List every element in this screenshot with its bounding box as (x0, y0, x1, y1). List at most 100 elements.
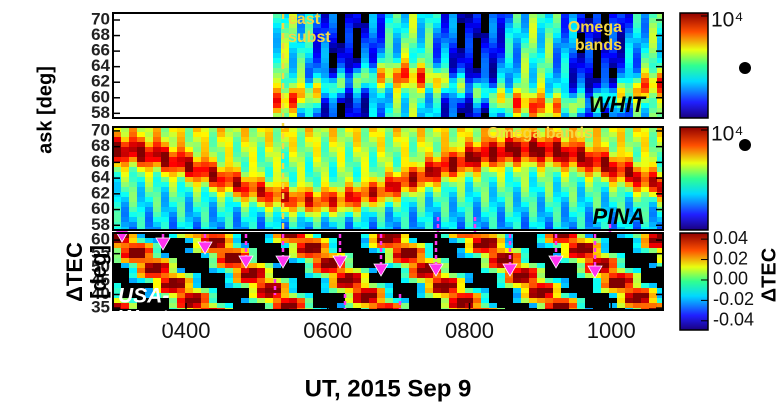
heatmap-cell (537, 263, 546, 269)
heatmap-cell (481, 253, 490, 259)
heatmap-cell (569, 98, 578, 104)
heatmap-cell (249, 283, 258, 289)
heatmap-cell (441, 108, 450, 114)
heatmap-cell (113, 147, 122, 153)
heatmap-cell (257, 238, 266, 244)
heatmap-cell (617, 298, 626, 304)
heatmap-cell (545, 18, 554, 24)
heatmap-cell (513, 207, 522, 213)
heatmap-cell (449, 147, 458, 153)
heatmap-cell (473, 202, 482, 208)
heatmap-cell (209, 172, 218, 178)
heatmap-cell (513, 152, 522, 158)
heatmap-cell (441, 243, 450, 249)
heatmap-cell (633, 68, 642, 74)
heatmap-cell (361, 217, 370, 223)
heatmap-cell (417, 263, 426, 269)
heatmap-cell (161, 258, 170, 264)
heatmap-cell (617, 58, 626, 64)
heatmap-cell (129, 177, 138, 183)
heatmap-cell (313, 238, 322, 244)
heatmap-cell (457, 192, 466, 198)
heatmap-cell (401, 162, 410, 168)
heatmap-cell (609, 253, 618, 259)
heatmap-cell (497, 108, 506, 114)
heatmap-cell (425, 108, 434, 114)
heatmap-cell (465, 38, 474, 44)
heatmap-cell (321, 23, 330, 29)
heatmap-cell (417, 197, 426, 203)
heatmap-cell (369, 83, 378, 89)
heatmap-cell (321, 58, 330, 64)
heatmap-cell (577, 73, 586, 79)
heatmap-cell (457, 182, 466, 188)
heatmap-cell (417, 293, 426, 299)
heatmap-cell (209, 137, 218, 143)
heatmap-cell (601, 293, 610, 299)
heatmap-cell (361, 253, 370, 259)
heatmap-cell (577, 253, 586, 259)
heatmap-cell (385, 202, 394, 208)
heatmap-cell (369, 78, 378, 84)
heatmap-cell (537, 162, 546, 168)
heatmap-cell (249, 212, 258, 218)
heatmap-cell (481, 268, 490, 274)
heatmap-cell (361, 268, 370, 274)
heatmap-cell (273, 157, 282, 163)
heatmap-cell (585, 253, 594, 259)
heatmap-cell (121, 187, 130, 193)
heatmap-cell (409, 278, 418, 284)
heatmap-cell (305, 258, 314, 264)
heatmap-cell (297, 68, 306, 74)
heatmap-cell (601, 167, 610, 173)
heatmap-cell (433, 303, 442, 309)
heatmap-cell (513, 147, 522, 153)
heatmap-cell (537, 248, 546, 254)
heatmap-cell (329, 243, 338, 249)
heatmap-cell (545, 172, 554, 178)
heatmap-cell (121, 217, 130, 223)
heatmap-cell (553, 298, 562, 304)
heatmap-cell (441, 298, 450, 304)
heatmap-cell (289, 278, 298, 284)
heatmap-cell (657, 28, 666, 34)
heatmap-cell (649, 23, 658, 29)
heatmap-cell (641, 23, 650, 29)
heatmap-cell (353, 108, 362, 114)
heatmap-cell (409, 288, 418, 294)
heatmap-cell (625, 43, 634, 49)
heatmap-cell (633, 273, 642, 279)
heatmap-cell (249, 132, 258, 138)
heatmap-cell (321, 18, 330, 24)
heatmap-cell (593, 162, 602, 168)
heatmap-cell (401, 63, 410, 69)
heatmap-cell (161, 132, 170, 138)
heatmap-cell (617, 278, 626, 284)
heatmap-cell (569, 258, 578, 264)
heatmap-cell (169, 157, 178, 163)
colorbar (680, 13, 708, 118)
heatmap-cell (457, 258, 466, 264)
heatmap-cell (617, 152, 626, 158)
heatmap-cell (385, 83, 394, 89)
heatmap-cell (449, 253, 458, 259)
heatmap-cell (569, 78, 578, 84)
heatmap-cell (305, 278, 314, 284)
heatmap-cell (249, 152, 258, 158)
heatmap-cell (561, 248, 570, 254)
heatmap-cell (529, 38, 538, 44)
heatmap-cell (425, 147, 434, 153)
heatmap-cell (281, 293, 290, 299)
heatmap-cell (585, 63, 594, 69)
heatmap-cell (537, 63, 546, 69)
heatmap-cell (649, 288, 658, 294)
heatmap-cell (353, 137, 362, 143)
heatmap-cell (345, 73, 354, 79)
heatmap-cell (489, 78, 498, 84)
heatmap-cell (233, 243, 242, 249)
heatmap-cell (409, 78, 418, 84)
heatmap-cell (137, 162, 146, 168)
heatmap-cell (129, 142, 138, 148)
heatmap-cell (505, 28, 514, 34)
heatmap-cell (425, 152, 434, 158)
